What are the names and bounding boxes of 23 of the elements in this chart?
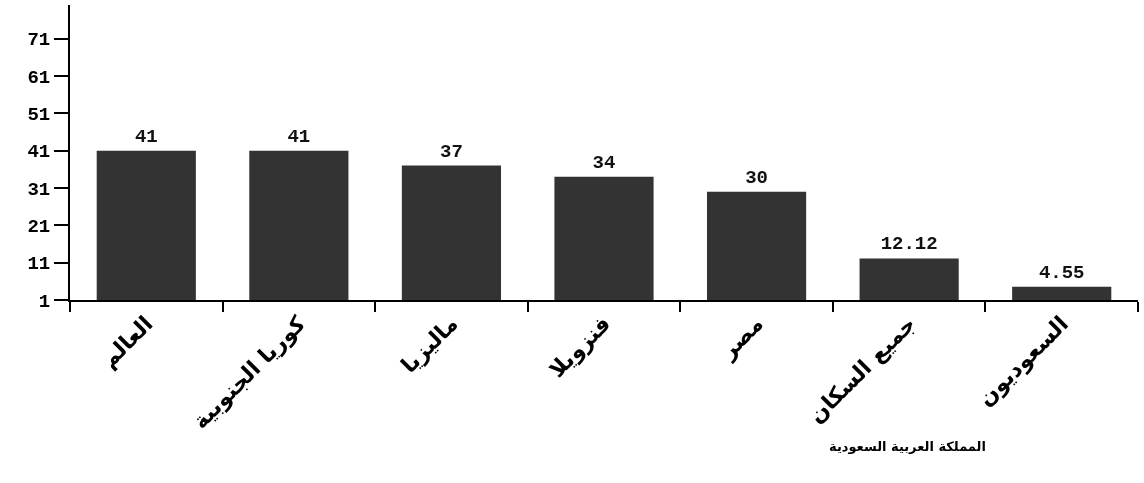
x-tick-label: فنزويلا xyxy=(544,311,617,383)
y-tick-label: 61 xyxy=(27,66,51,89)
data-label: 4.55 xyxy=(1038,261,1085,284)
x-tick-label: العالم xyxy=(96,311,158,373)
text: المملكة العربية السعودية xyxy=(829,439,986,454)
x-tick-label: جميع السكان xyxy=(803,311,922,429)
x-tick-label: السعوديون xyxy=(972,311,1074,412)
x-tick-label: مصر xyxy=(714,311,769,365)
data-label: 34 xyxy=(592,151,616,174)
x-tick-label: ماليزيا xyxy=(396,311,464,379)
x-tick-label: كوريا الجنوبية xyxy=(187,310,312,435)
data-label: 41 xyxy=(134,125,158,148)
y-tick-label: 41 xyxy=(27,141,51,164)
y-tick-label: 71 xyxy=(27,29,51,52)
data-label: 37 xyxy=(440,140,463,163)
data-label: 30 xyxy=(745,166,768,189)
data-label: 12.12 xyxy=(880,233,938,256)
data-label: 41 xyxy=(287,125,311,148)
y-tick-label: 11 xyxy=(27,253,51,276)
y-tick-label: 1 xyxy=(38,290,51,313)
y-tick-label: 51 xyxy=(27,103,51,126)
y-tick-label: 21 xyxy=(27,215,51,238)
y-tick-label: 31 xyxy=(27,178,51,201)
